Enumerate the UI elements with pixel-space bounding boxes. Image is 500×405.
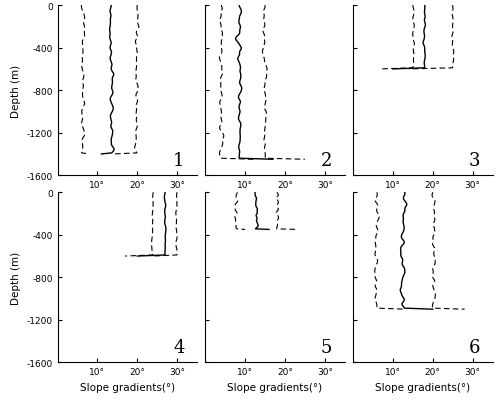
X-axis label: Slope gradients(°): Slope gradients(°) xyxy=(80,382,175,392)
Y-axis label: Depth (m): Depth (m) xyxy=(11,251,21,304)
Text: 2: 2 xyxy=(321,151,332,170)
Text: 3: 3 xyxy=(468,151,480,170)
Text: 4: 4 xyxy=(173,338,184,356)
Text: 6: 6 xyxy=(468,338,480,356)
Text: 1: 1 xyxy=(173,151,184,170)
Text: 5: 5 xyxy=(321,338,332,356)
X-axis label: Slope gradients(°): Slope gradients(°) xyxy=(375,382,470,392)
Y-axis label: Depth (m): Depth (m) xyxy=(11,64,21,117)
X-axis label: Slope gradients(°): Slope gradients(°) xyxy=(228,382,322,392)
